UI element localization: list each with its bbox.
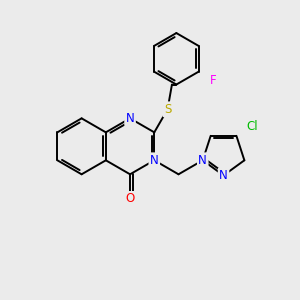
Text: N: N: [219, 169, 228, 182]
Text: N: N: [150, 154, 159, 167]
Text: N: N: [126, 112, 134, 125]
Text: F: F: [210, 74, 216, 86]
Text: N: N: [198, 154, 207, 167]
Text: Cl: Cl: [247, 120, 258, 133]
Text: O: O: [125, 192, 135, 206]
Text: S: S: [164, 103, 171, 116]
